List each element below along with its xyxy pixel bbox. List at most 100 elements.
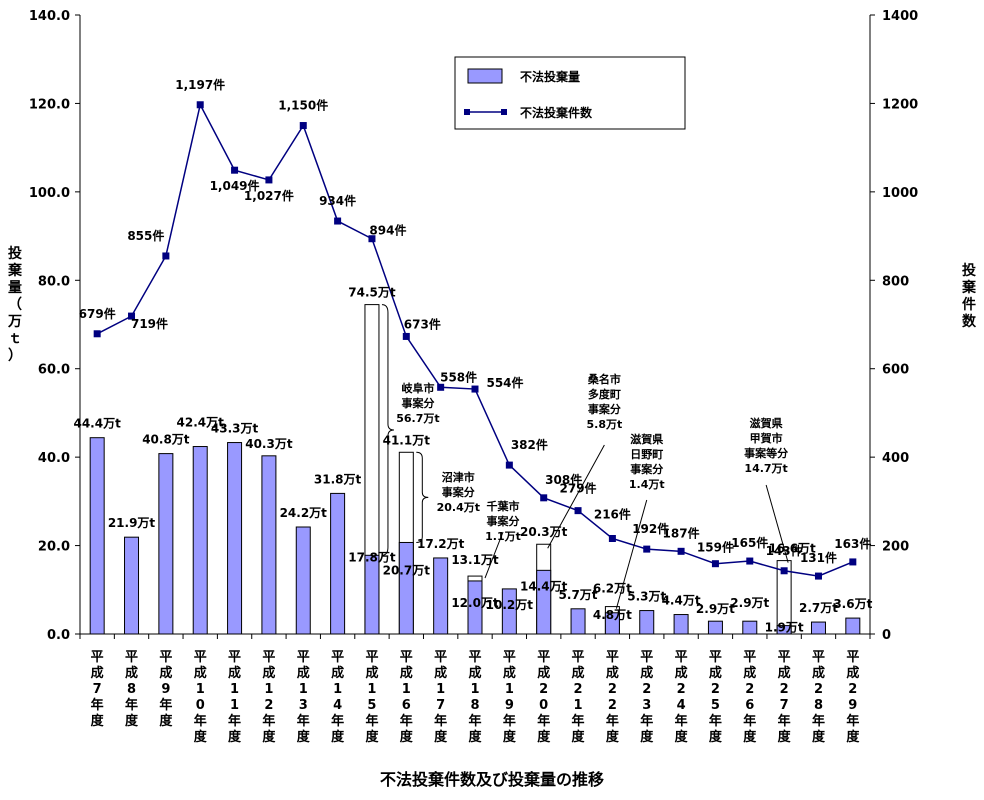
bar-value-label: 21.9万t	[108, 516, 156, 530]
line-point	[334, 217, 342, 225]
line-point	[608, 534, 616, 542]
line-point	[540, 494, 548, 502]
legend: 不法投棄量 不法投棄件数	[454, 56, 686, 130]
line-point	[162, 252, 170, 260]
line-value-label: 1,150件	[278, 98, 328, 113]
line-value-label: 279件	[560, 481, 597, 496]
bar	[570, 608, 586, 635]
bar-total-label: 6.2万t	[593, 582, 632, 596]
bar-value-label: 20.7万t	[383, 563, 431, 577]
y-tick-label-left: 140.0	[29, 9, 70, 24]
y-tick-label-right: 1200	[882, 97, 918, 112]
bar-total-label: 20.3万t	[520, 525, 568, 539]
line-value-label: 165件	[731, 535, 768, 550]
line-value-label: 673件	[404, 316, 441, 331]
bar-value-label: 31.8万t	[314, 472, 362, 486]
bar-value-label: 17.8万t	[348, 550, 396, 564]
bar	[261, 455, 277, 635]
bar-value-label: 43.3万t	[211, 422, 259, 436]
line-point	[437, 383, 445, 391]
x-tick-label: 平成 1 5 年度	[365, 650, 379, 745]
line-point	[814, 572, 822, 580]
line-value-label: 187件	[663, 525, 700, 540]
y-tick-label-right: 200	[882, 540, 909, 555]
bar	[845, 617, 861, 635]
legend-line-label: 不法投棄件数	[520, 105, 593, 120]
line-value-label: 382件	[511, 437, 548, 452]
line-point	[265, 176, 273, 184]
bar	[501, 588, 517, 635]
line-point	[711, 560, 719, 568]
bar	[467, 580, 483, 635]
y-tick-label-right: 400	[882, 451, 909, 466]
bar	[364, 554, 380, 635]
bar	[742, 620, 758, 635]
annotation: 岐阜市事案分 56.7万t	[396, 381, 439, 425]
x-tick-label: 平成 1 1 年度	[228, 650, 242, 745]
bar-total-label: 74.5万t	[348, 286, 396, 300]
bar-value-label: 40.8万t	[142, 433, 190, 447]
bar	[124, 536, 140, 635]
line-value-label: 192件	[632, 521, 669, 536]
bar	[433, 557, 449, 635]
bar-value-label: 44.4万t	[73, 417, 121, 431]
bar-value-label: 3.6万t	[833, 597, 872, 611]
line-point	[368, 235, 376, 243]
bar	[89, 437, 105, 635]
legend-bar-swatch	[467, 68, 503, 84]
x-tick-label: 平成 2 1 年度	[572, 650, 586, 745]
line-point	[780, 567, 788, 575]
line-value-label: 934件	[319, 193, 356, 208]
bar-value-label: 2.9万t	[696, 602, 735, 616]
x-tick-label: 平成 2 9 年度	[846, 650, 860, 745]
line-value-label: 679件	[79, 306, 116, 321]
x-tick-label: 平成 1 4 年度	[331, 650, 345, 745]
bar-value-label: 2.7万t	[799, 601, 838, 615]
line-point	[196, 101, 204, 109]
x-tick-label: 平成 2 0 年度	[537, 650, 551, 745]
line-point	[93, 330, 101, 338]
line-value-label: 554件	[486, 375, 523, 390]
brace	[416, 451, 429, 543]
bar-value-label: 10.2万t	[486, 598, 534, 612]
line-point	[505, 461, 513, 469]
y-tick-label-left: 40.0	[38, 451, 70, 466]
line-value-label: 163件	[834, 536, 871, 551]
line-value-label: 131件	[800, 550, 837, 565]
line-point	[574, 507, 582, 515]
bar	[673, 614, 689, 635]
bar-value-label: 40.3万t	[245, 437, 293, 451]
leader-line	[547, 444, 605, 549]
x-tick-label: 平成 1 8 年度	[468, 650, 482, 745]
bar-value-label: 12.0万t	[451, 596, 499, 610]
annotation: 滋賀県日野町事案分 1.4万t	[629, 432, 665, 491]
bar-value-label: 1.9万t	[765, 621, 804, 635]
bar	[810, 621, 826, 635]
annotation: 千葉市事案分 1.1万t	[485, 499, 521, 543]
x-tick-label: 平成 1 7 年度	[434, 650, 448, 745]
leader-line	[484, 531, 504, 579]
bar	[398, 541, 414, 635]
line-point	[643, 545, 651, 553]
line-value-label: 159件	[697, 540, 734, 555]
leader-line	[615, 499, 648, 609]
line-value-label: 558件	[440, 369, 477, 384]
y-tick-label-left: 20.0	[38, 540, 70, 555]
bar-value-label: 4.8万t	[593, 608, 632, 622]
leader-line	[765, 484, 789, 563]
line-point	[746, 557, 754, 565]
y-tick-label-left: 60.0	[38, 363, 70, 378]
y-tick-label-right: 600	[882, 363, 909, 378]
x-tick-label: 平成 2 3 年度	[640, 650, 654, 745]
bar	[536, 569, 552, 635]
x-tick-label: 平成 1 0 年度	[194, 650, 208, 745]
line-point	[231, 166, 239, 174]
x-tick-label: 平成 2 2 年度	[606, 650, 620, 745]
y-tick-label-right: 0	[882, 628, 891, 643]
annotation: 滋賀県甲賀市事案等分 14.7万t	[744, 416, 788, 475]
x-tick-label: 平成 2 6 年度	[743, 650, 757, 745]
annotation: 沼津市事案分 20.4万t	[437, 470, 480, 514]
bar-value-label: 42.4万t	[177, 416, 225, 430]
y-tick-label-right: 1000	[882, 186, 918, 201]
